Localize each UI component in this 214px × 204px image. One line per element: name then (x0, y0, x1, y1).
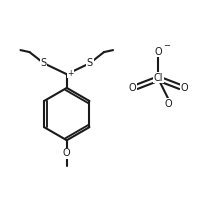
Text: +: + (67, 69, 74, 78)
Text: O: O (155, 47, 162, 57)
Text: O: O (63, 148, 71, 158)
Text: S: S (40, 58, 47, 68)
Text: O: O (181, 83, 188, 93)
Text: S: S (87, 58, 93, 68)
Text: −: − (163, 41, 170, 50)
Text: O: O (165, 99, 172, 109)
Text: Cl: Cl (154, 73, 163, 83)
Text: O: O (128, 83, 136, 93)
